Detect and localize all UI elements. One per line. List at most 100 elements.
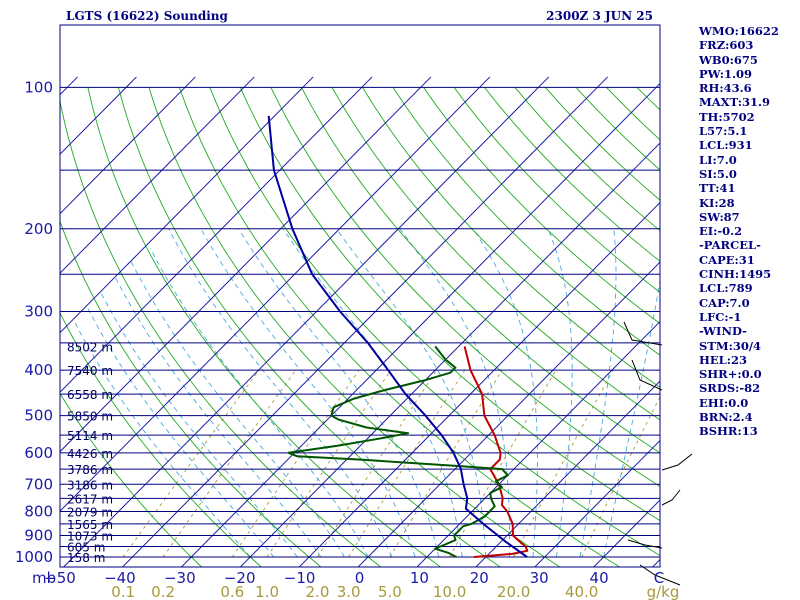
pressure-tick-label: 1000 [15,548,53,566]
moist-adiabat [547,228,573,558]
moist-adiabat [282,228,463,558]
background-grid [0,76,660,567]
index-value: EHI:0.0 [699,395,749,410]
dry-adiabat [60,311,262,567]
moist-adiabat [101,293,298,558]
moist-adiabat [115,278,322,558]
index-value: -WIND- [699,324,747,339]
dry-adiabat [60,220,322,567]
temperature-tick-label: 40 [590,569,609,587]
index-value: SI:5.0 [699,166,737,181]
mixing-ratio-tick-label: 10.0 [433,583,466,600]
temperature-tick-label: −10 [284,569,316,587]
dry-adiabat [331,87,660,421]
isotherm [60,76,373,393]
isotherm [60,76,491,512]
index-value: RH:43.6 [699,81,752,96]
height-label: 5114 m [67,429,113,443]
wind-barb [661,453,693,471]
height-label: 4426 m [67,447,113,461]
temperature-tick-label: −40 [104,569,136,587]
mixing-ratio-unit-label: g/kg [647,583,680,600]
index-value: CAPE:31 [699,252,755,267]
temperature-tick-label: C [654,569,664,587]
index-value: -PARCEL- [699,238,761,253]
dry-adiabat [239,87,660,522]
temperature-tick-label: 0 [355,569,365,587]
dry-adiabat [423,87,660,325]
plot-background [60,25,660,567]
moist-adiabat [399,228,510,557]
isotherm [60,76,196,215]
dry-adiabat [60,392,202,567]
temperature-line [463,346,529,558]
mixing-ratio-tick-label: 0.2 [151,583,175,600]
dewpoint-line [287,345,509,558]
chart-time: 2300Z 3 JUN 25 [546,9,653,23]
height-label: 5850 m [67,410,113,424]
index-value: LCL:931 [699,138,753,153]
pressure-tick-label: 900 [24,527,53,545]
moist-adiabat [130,261,345,558]
mixing-ratio-tick-label: 0.6 [220,583,244,600]
mixing-ratio-tick-label: 0.1 [111,583,135,600]
height-label: 1073 m [67,530,113,544]
height-label: 2617 m [67,492,113,506]
moist-adiabat [579,228,617,558]
dry-adiabat [301,87,660,454]
moist-adiabat [472,228,538,558]
mixing-ratio-tick-label: 3.0 [337,583,361,600]
isotherm [122,76,609,567]
wind-barb [623,321,663,346]
dry-adiabat [362,87,660,388]
plot-frame [59,24,661,568]
pressure-tick-label: 300 [24,302,53,320]
mixing-ratio-tick-label: 5.0 [378,583,402,600]
pressure-tick-label: 800 [24,502,53,520]
pressure-axis-label: mb [32,569,56,587]
height-label: 8502 m [67,340,113,354]
isotherm [534,439,660,567]
isotherm [298,201,660,567]
dry-adiabat [392,87,660,356]
pressure-tick-label: 600 [24,444,53,462]
index-value: TT:41 [699,181,736,196]
chart-title: LGTS (16622) Sounding [66,9,229,23]
pressure-tick-label: 500 [24,407,53,425]
dry-adiabat [209,87,660,557]
index-value: CAP:7.0 [699,295,750,310]
mixing-ratio-tick-label: 20.0 [497,583,530,600]
index-value: LI:7.0 [699,152,737,167]
index-value: LCL:789 [699,281,753,296]
pressure-tick-label: 400 [24,361,53,379]
isotherm [60,76,314,334]
dry-adiabat [87,87,441,567]
isotherm [181,82,660,567]
mixing-ratio-tick-label: 40.0 [565,583,598,600]
isotherm [0,77,19,567]
isotherm [63,76,550,567]
pressure-tick-label: 200 [24,220,53,238]
temperature-tick-label: −30 [164,569,196,587]
isotherm [239,142,660,567]
temperature-tick-label: 30 [530,569,549,587]
isotherm [357,261,660,567]
wind-barb [661,489,681,506]
index-value: STM:30/4 [699,338,762,353]
index-value: FRZ:603 [699,38,754,53]
height-label: 6558 m [67,388,113,402]
height-label: 3786 m [67,463,113,477]
mixing-ratio-tick-label: 2.0 [306,583,330,600]
isotherm [60,76,255,274]
index-value: HEL:23 [699,352,747,367]
pressure-tick-label: 700 [24,475,53,493]
wind-barb [639,564,681,586]
wind-barb [631,359,663,391]
index-value: SW:87 [699,209,740,224]
wind-barb [627,539,663,549]
index-value: L57:5.1 [699,124,748,139]
index-value: SHR+:0.0 [699,367,762,382]
index-value: TH:5702 [699,109,755,124]
